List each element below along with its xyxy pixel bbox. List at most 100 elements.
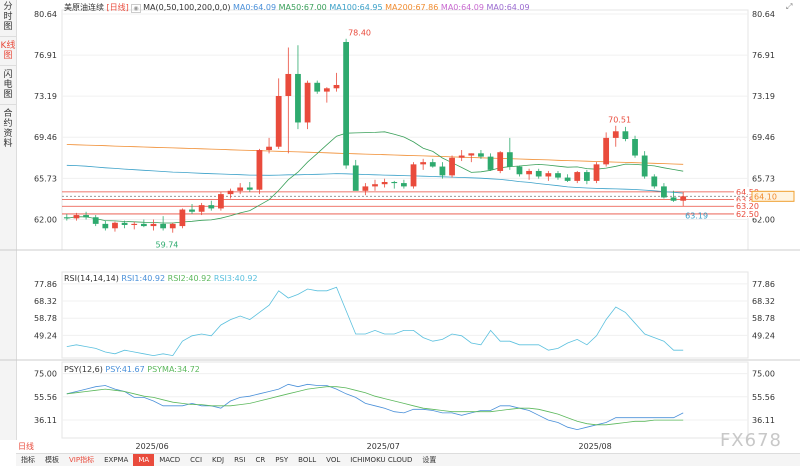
toolbar-item-8[interactable]: RSI <box>234 456 246 464</box>
rsi-axis-label-left: 58.78 <box>34 314 57 323</box>
candle-body <box>63 217 70 219</box>
psy-line <box>66 383 684 431</box>
sidebar-divider <box>0 104 16 105</box>
psy-panel-border <box>61 361 749 439</box>
toolbar-item-9[interactable]: CR <box>255 456 266 464</box>
toolbar-item-1[interactable]: 模板 <box>45 456 59 464</box>
candle-body <box>651 176 658 187</box>
toolbar-item-12[interactable]: VOL <box>326 456 341 464</box>
candle-body <box>391 181 398 184</box>
rsi-legend-item-0: RSI1:40.92 <box>121 274 166 283</box>
price-tag-bg <box>734 208 760 218</box>
ma-params: MA(0,50,100,200,0,0) <box>143 3 231 12</box>
candle-body <box>372 184 378 187</box>
candle-body <box>131 223 138 225</box>
toolbar-item-7[interactable]: KDJ <box>212 456 225 464</box>
sidebar-item-timeshare[interactable]: 分时图 <box>3 2 13 32</box>
price-tag-bg <box>734 201 760 211</box>
toolbar-item-2[interactable]: VIP指标 <box>69 456 95 464</box>
candle-body <box>603 137 610 165</box>
toolbar-item-13[interactable]: ICHIMOKU CLOUD <box>350 456 413 464</box>
annotation-low1: 59.74 <box>155 240 178 249</box>
rsi-axis-label-right: 58.78 <box>752 314 775 323</box>
rsi-label: RSI(14,14,14) <box>64 274 119 283</box>
x-axis-label: 2025/07 <box>367 442 400 451</box>
psy-legend-item-1: PSYMA:34.72 <box>144 365 200 374</box>
sidebar-divider <box>0 65 16 66</box>
toolbar-item-10[interactable]: PSY <box>275 456 289 464</box>
toolbar-item-4[interactable]: MA <box>133 454 155 466</box>
candle-body <box>458 155 465 158</box>
toolbar-item-3[interactable]: EXPMA <box>104 456 129 464</box>
price-axis-label-right: 73.19 <box>752 92 775 101</box>
price-axis-label-right: 69.46 <box>752 133 775 142</box>
sidebar-item-kline[interactable]: K线图 <box>0 41 16 61</box>
candle-body <box>140 223 147 227</box>
toolbar-item-14[interactable]: 设置 <box>422 456 437 464</box>
candle-body <box>564 177 571 181</box>
candle-body <box>545 173 552 177</box>
candle-body <box>622 131 629 139</box>
candle-body <box>632 138 638 156</box>
psy-legend: PSY(12,6) PSY:41.67 PSYMA:34.72 <box>64 365 200 374</box>
annotation-high2: 70.51 <box>608 116 631 125</box>
candle-body <box>285 73 292 97</box>
psy-axis-label-left: 75.00 <box>34 370 57 379</box>
psy-axis-label-right: 36.11 <box>752 416 775 425</box>
candle-body <box>102 223 109 229</box>
period-button[interactable]: 日线 <box>18 442 34 451</box>
toolbar-item-0[interactable]: 指标 <box>21 456 35 464</box>
ma100-line <box>66 164 684 194</box>
candle-body <box>381 181 388 185</box>
price-axis-label-left: 62.00 <box>34 215 57 224</box>
price-axis-label-left: 80.64 <box>34 10 57 19</box>
candle-body <box>352 165 359 191</box>
ma-legend-item-3: MA200:67.86 <box>382 3 439 12</box>
price-axis-label-left: 69.46 <box>34 133 57 142</box>
candle-body <box>487 156 494 170</box>
ma-legend-item-1: MA50:67.00 <box>276 3 327 12</box>
rsi-axis-label-right: 68.32 <box>752 297 775 306</box>
expand-icon[interactable]: ⤢ <box>786 2 793 11</box>
price-axis-label-left: 73.19 <box>34 92 57 101</box>
candle-body <box>218 194 224 209</box>
candle-body <box>304 82 311 123</box>
candle-body <box>401 183 407 187</box>
candle-body <box>680 196 687 201</box>
price-tag-bg <box>734 194 760 204</box>
candle-body <box>420 162 427 165</box>
candle-body <box>497 152 504 171</box>
candle-body <box>266 146 272 151</box>
candle-body <box>179 209 186 227</box>
candle-body <box>275 96 282 147</box>
toolbar-item-6[interactable]: CCI <box>190 456 203 464</box>
current-price-box <box>751 190 795 202</box>
sidebar-item-flash[interactable]: 闪电图 <box>3 70 13 100</box>
sidebar-item-contract[interactable]: 合约资料 <box>3 109 13 149</box>
candle-body <box>160 223 167 229</box>
eye-icon[interactable]: ◉ <box>131 4 141 13</box>
rsi-axis-label-left: 68.32 <box>34 297 57 306</box>
candle-body <box>246 187 253 190</box>
candle-body <box>516 166 523 175</box>
toolbar-item-11[interactable]: BOLL <box>298 456 317 464</box>
candle-body <box>323 88 330 92</box>
price-axis-label-right: 65.73 <box>752 174 775 183</box>
rsi-axis-label-right: 49.24 <box>752 331 775 340</box>
ma-legend-item-2: MA100:64.95 <box>326 3 383 12</box>
ma-legend-item-4: MA0:64.09 <box>438 3 484 12</box>
candle-body <box>468 153 475 156</box>
rsi-legend-item-2: RSI3:40.92 <box>211 274 258 283</box>
psy-axis-label-right: 55.56 <box>752 393 775 402</box>
psy-axis-label-left: 55.56 <box>34 393 57 402</box>
toolbar-item-5[interactable]: MACD <box>159 456 181 464</box>
candle-body <box>256 150 263 190</box>
ma50-line <box>66 131 684 224</box>
candle-body <box>237 187 244 191</box>
ma200-line <box>66 144 684 165</box>
candle-body <box>478 153 484 157</box>
candle-body <box>295 73 301 123</box>
instrument-name: 美原油连续 <box>64 3 104 12</box>
x-axis-label: 2025/08 <box>579 442 612 451</box>
